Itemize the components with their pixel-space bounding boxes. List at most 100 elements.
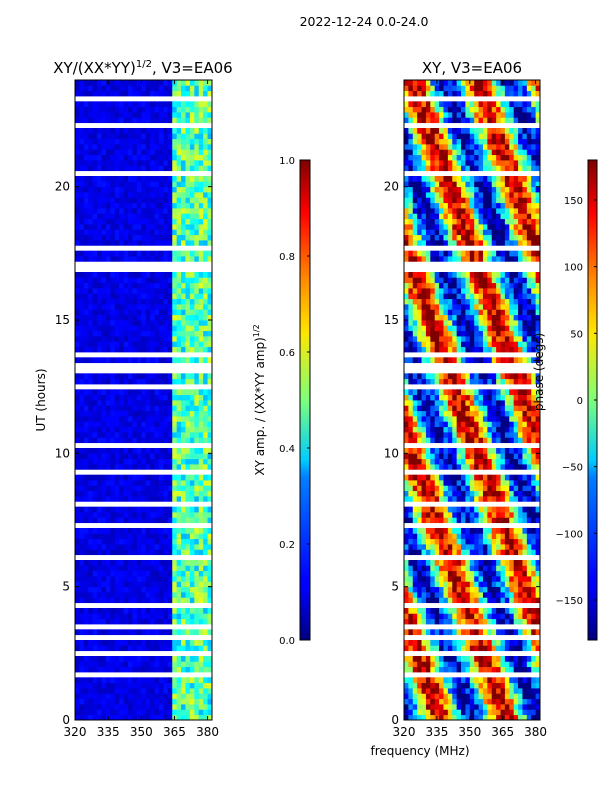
heatmap-cell: [430, 570, 436, 577]
heatmap-cell: [176, 272, 182, 278]
heatmap-cell: [198, 330, 204, 337]
heatmap-cell: [491, 597, 497, 604]
heatmap-cell: [88, 154, 94, 161]
heatmap-cell: [172, 688, 178, 694]
heatmap-cell: [504, 608, 510, 614]
heatmap-cell: [417, 714, 422, 721]
heatmap-cell: [509, 581, 515, 588]
heatmap-cell: [128, 117, 133, 124]
heatmap-cell: [119, 341, 125, 348]
heatmap-cell: [417, 474, 422, 481]
heatmap-cell: [163, 288, 169, 294]
heatmap-cell: [101, 448, 107, 454]
heatmap-cell: [136, 357, 142, 364]
heatmap-cell: [198, 240, 204, 246]
heatmap-cell: [97, 432, 102, 438]
heatmap-cell: [136, 149, 142, 156]
heatmap-cell: [469, 480, 475, 486]
heatmap-cell: [158, 309, 164, 316]
heatmap-cell: [469, 576, 475, 582]
heatmap-cell: [408, 474, 414, 481]
heatmap-cell: [203, 448, 208, 454]
heatmap-cell: [128, 421, 133, 428]
heatmap-cell: [75, 666, 80, 673]
heatmap-cell: [97, 229, 102, 236]
heatmap-cell: [136, 640, 142, 646]
heatmap-cell: [154, 400, 160, 406]
heatmap-cell: [447, 357, 453, 364]
amplitude-ylabel: UT (hours): [34, 368, 48, 431]
heatmap-cell: [194, 597, 200, 604]
heatmap-cell: [531, 586, 537, 593]
heatmap-cell: [434, 410, 440, 417]
heatmap-cell: [128, 544, 133, 550]
heatmap-cell: [88, 544, 94, 550]
heatmap-cell: [105, 698, 111, 705]
heatmap-cell: [404, 357, 409, 364]
heatmap-cell: [136, 458, 142, 465]
heatmap-cell: [119, 176, 125, 182]
heatmap-cell: [114, 565, 120, 572]
heatmap-cell: [491, 394, 497, 401]
heatmap-cell: [189, 592, 195, 598]
heatmap-cell: [79, 560, 85, 566]
heatmap-cell: [119, 661, 125, 668]
heatmap-cell: [110, 197, 116, 204]
heatmap-cell: [474, 608, 479, 614]
heatmap-cell: [101, 325, 107, 332]
heatmap-cell: [101, 357, 107, 364]
heatmap-cell: [469, 512, 475, 518]
heatmap-cell: [105, 234, 111, 241]
heatmap-cell: [176, 240, 182, 246]
heatmap-cell: [465, 426, 471, 433]
heatmap-cell: [181, 474, 186, 481]
heatmap-cell: [141, 704, 147, 710]
heatmap-cell: [141, 325, 147, 332]
heatmap-cell: [123, 421, 129, 428]
heatmap-cell: [79, 186, 85, 193]
heatmap-cell: [75, 117, 80, 124]
heatmap-cell: [92, 528, 98, 534]
heatmap-cell: [114, 394, 120, 401]
heatmap-cell: [92, 90, 98, 97]
heatmap-cell: [110, 464, 116, 470]
heatmap-cell: [487, 544, 493, 550]
heatmap-cell: [150, 560, 155, 566]
heatmap-cell: [172, 218, 178, 225]
heatmap-cell: [203, 90, 208, 97]
heatmap-cell: [443, 682, 449, 689]
heatmap-cell: [167, 357, 173, 364]
heatmap-cell: [132, 181, 138, 188]
heatmap-cell: [105, 277, 111, 284]
heatmap-cell: [531, 410, 537, 417]
heatmap-cell: [447, 394, 453, 401]
heatmap-cell: [172, 565, 178, 572]
heatmap-cell: [145, 661, 151, 668]
heatmap-cell: [132, 202, 138, 209]
heatmap-cell: [478, 597, 484, 604]
heatmap-cell: [114, 506, 120, 513]
heatmap-cell: [526, 618, 532, 625]
heatmap-cell: [110, 613, 116, 620]
heatmap-cell: [518, 341, 523, 348]
heatmap-cell: [404, 512, 409, 518]
heatmap-cell: [136, 416, 142, 422]
heatmap-cell: [526, 656, 532, 662]
heatmap-cell: [185, 282, 191, 289]
heatmap-cell: [132, 693, 138, 700]
heatmap-cell: [119, 464, 125, 470]
heatmap-cell: [154, 378, 160, 385]
heatmap-cell: [509, 592, 515, 598]
heatmap-cell: [469, 618, 475, 625]
heatmap-cell: [154, 533, 160, 540]
heatmap-cell: [465, 549, 471, 556]
heatmap-cell: [97, 133, 102, 140]
heatmap-cell: [487, 389, 493, 396]
heatmap-cell: [145, 160, 151, 166]
heatmap-cell: [88, 128, 94, 134]
heatmap-cell: [194, 346, 200, 353]
heatmap-cell: [92, 437, 98, 444]
heatmap-cell: [150, 704, 155, 710]
heatmap-cell: [447, 709, 453, 716]
heatmap-cell: [509, 458, 515, 465]
